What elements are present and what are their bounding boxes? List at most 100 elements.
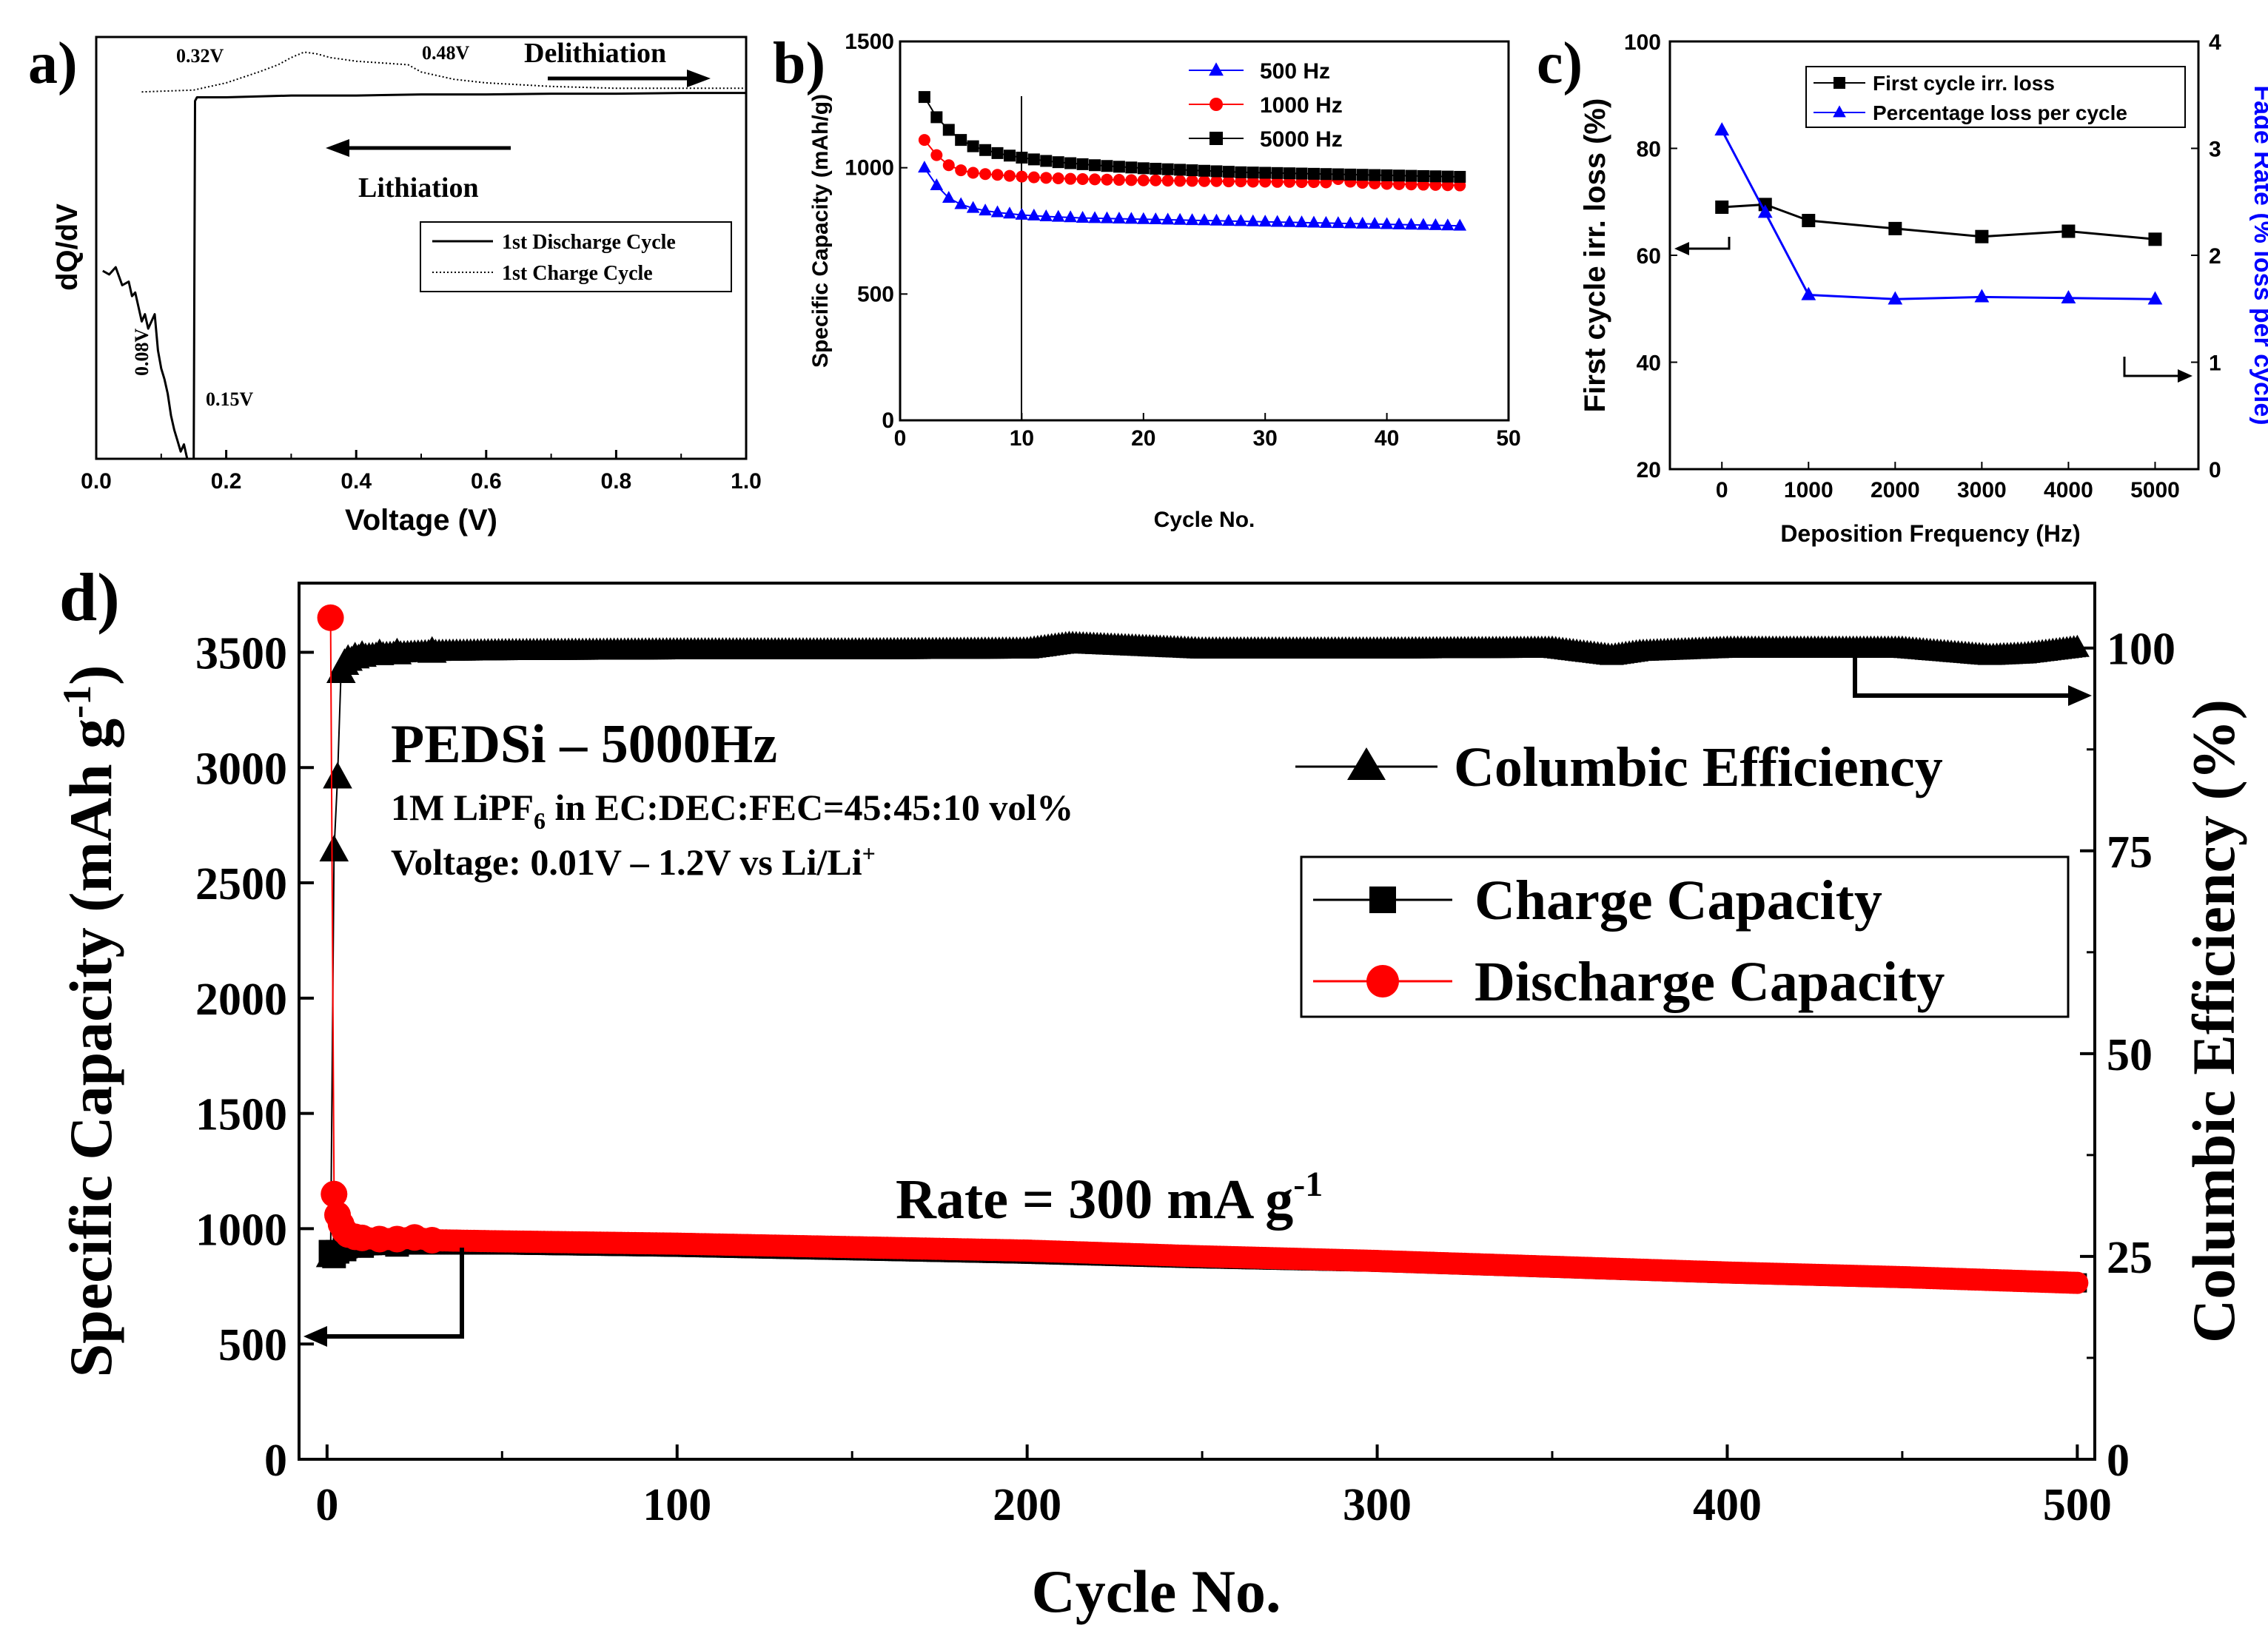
- panel-b-point-5000-hz: [1186, 164, 1198, 177]
- panel-c-point-fade-rate: [1888, 291, 1903, 305]
- panel-b-xtick-label: 0: [894, 426, 907, 451]
- panel-b-point-500-hz: [1392, 217, 1406, 229]
- panel-d-y2tick-label: 50: [2107, 1030, 2153, 1080]
- panel-c-xtick-label: 1000: [1784, 478, 1833, 502]
- panel-c-y2tick-label: 2: [2209, 244, 2221, 269]
- panel-c-point-irr-loss: [2061, 224, 2076, 238]
- panel-c-y2tick-label: 0: [2209, 458, 2221, 482]
- panel-b-point-5000-hz: [1052, 156, 1064, 169]
- panel-c-legend-box: [1805, 66, 2186, 128]
- panel-b-point-500-hz: [1124, 212, 1138, 224]
- panel-c-right-arrowhead: [2178, 369, 2192, 383]
- panel-b-point-1000-hz: [1064, 172, 1077, 185]
- panel-d-xtick-label: 300: [1343, 1480, 1412, 1530]
- panel-b-point-5000-hz: [1113, 161, 1125, 173]
- panel-b-point-5000-hz: [1003, 149, 1016, 162]
- legend-charge-label: Charge Capacity: [1474, 869, 1882, 932]
- panel-b-point-500-hz: [1210, 213, 1224, 226]
- panel-b-legend-label-5000-hz: 5000 Hz: [1260, 127, 1343, 152]
- panel-b-point-1000-hz: [967, 166, 979, 179]
- panel-b-point-1000-hz: [1052, 172, 1064, 185]
- annotation-0.08v: 0.08V: [131, 329, 152, 377]
- panel-c-xtick-label: 3000: [1957, 478, 2007, 502]
- panel-b-point-500-hz: [918, 161, 931, 173]
- panel-c-label: c): [1537, 31, 1583, 96]
- panel-b-point-500-hz: [1258, 215, 1272, 227]
- panel-d-point-columbic-efficiency: [2064, 634, 2090, 657]
- panel-d-xtick-label: 400: [1693, 1480, 1762, 1530]
- panel-b-point-500-hz: [930, 178, 944, 190]
- panel-d-legend-box: [1300, 855, 2070, 1018]
- panel-c-legend-marker-irr-loss: [1833, 77, 1845, 89]
- panel-d-y2tick-label: 25: [2107, 1233, 2153, 1283]
- annotation-0.48v: 0.48V: [422, 42, 470, 64]
- panel-a-legend: 1st Discharge Cycle 1st Charge Cycle: [420, 221, 732, 292]
- panel-b-point-500-hz: [1368, 217, 1381, 229]
- panel-b-point-500-hz: [990, 205, 1004, 218]
- panel-b-point-5000-hz: [1307, 167, 1320, 180]
- panel-b-point-1000-hz: [1150, 174, 1162, 186]
- panel-b-point-5000-hz: [1271, 166, 1284, 179]
- panel-c-point-irr-loss: [1888, 221, 1902, 235]
- panel-c-point-irr-loss: [1715, 200, 1729, 214]
- panel-c-xtick-label: 2000: [1871, 478, 1920, 502]
- panel-d: d) 0 100 200 300 400 500050010001500200025003…: [55, 559, 2247, 1625]
- panel-b-point-500-hz: [1332, 216, 1345, 229]
- panel-b-point-1000-hz: [991, 169, 1004, 181]
- panel-b-point-500-hz: [1355, 216, 1369, 229]
- panel-c-legend-label-fade-rate: Percentage loss per cycle: [1873, 101, 2127, 124]
- panel-b-point-1000-hz: [1198, 175, 1210, 187]
- panel-b-point-5000-hz: [955, 134, 967, 147]
- panel-b-point-5000-hz: [979, 144, 992, 156]
- panel-b-point-5000-hz: [1417, 169, 1429, 182]
- panel-b-point-1000-hz: [930, 149, 943, 161]
- panel-b-ytick-label: 1500: [845, 30, 894, 54]
- panel-b-ytick-label: 1000: [845, 156, 894, 181]
- panel-b-point-5000-hz: [1040, 155, 1053, 167]
- panel-b-point-1000-hz: [1113, 174, 1125, 186]
- panel-c-ytick-label: 100: [1624, 30, 1661, 55]
- panel-d-right-axis-indicator: [1853, 644, 2077, 698]
- panel-d-left-arrowhead: [303, 1326, 327, 1347]
- panel-a-label: a): [28, 31, 78, 96]
- panel-b-point-500-hz: [966, 201, 980, 213]
- panel-b-point-1000-hz: [1247, 175, 1259, 188]
- legend-charge-label: 1st Charge Cycle: [502, 262, 653, 285]
- panel-c-point-fade-rate: [1801, 286, 1816, 300]
- panel-b-point-5000-hz: [1441, 170, 1454, 183]
- panel-a-xtick-label: 0.8: [601, 469, 632, 494]
- panel-d-ytick-label: 2000: [195, 975, 287, 1025]
- panel-b-point-500-hz: [1404, 218, 1418, 230]
- panel-c-y2tick-label: 3: [2209, 138, 2221, 162]
- panel-c-xtick-label: 5000: [2130, 478, 2180, 502]
- panel-d-key-point-columbic-efficiency: [319, 835, 349, 862]
- panel-d-xtick-label: 100: [643, 1480, 711, 1530]
- panel-c-y2tick-label: 4: [2209, 30, 2221, 55]
- panel-b-point-5000-hz: [1137, 162, 1150, 175]
- panel-b-point-5000-hz: [918, 91, 930, 104]
- panel-d-label: d): [59, 559, 120, 635]
- panel-b-point-5000-hz: [1247, 166, 1259, 179]
- panel-c-ytick-label: 60: [1637, 244, 1661, 269]
- panel-d-key-point-columbic-efficiency: [417, 636, 447, 663]
- panel-b-point-500-hz: [1295, 215, 1309, 228]
- panel-b-point-5000-hz: [991, 147, 1004, 159]
- panel-b-point-500-hz: [1039, 209, 1053, 221]
- panel-d-title: PEDSi – 5000Hz: [391, 714, 777, 775]
- panel-b-point-1000-hz: [1137, 174, 1150, 186]
- panel-b-ytick-label: 0: [882, 408, 894, 433]
- panel-c-xtick-label: 0: [1716, 478, 1728, 502]
- panel-b-point-1000-hz: [1040, 172, 1053, 184]
- panel-b-point-5000-hz: [1405, 169, 1418, 182]
- panel-b-point-1000-hz: [1222, 175, 1235, 188]
- panel-b-point-500-hz: [1088, 211, 1101, 223]
- panel-b-legend: 500 Hz 1000 Hz 5000 Hz: [1189, 59, 1343, 152]
- panel-b-point-500-hz: [1113, 212, 1126, 224]
- panel-c-legend: First cycle irr. loss Percentage loss per…: [1805, 66, 2186, 128]
- panel-b-legend-marker-1000-hz: [1210, 98, 1223, 111]
- panel-b-point-5000-hz: [1235, 166, 1247, 178]
- annotation-delithiation: Delithiation: [524, 38, 666, 69]
- panel-b-point-5000-hz: [967, 140, 979, 152]
